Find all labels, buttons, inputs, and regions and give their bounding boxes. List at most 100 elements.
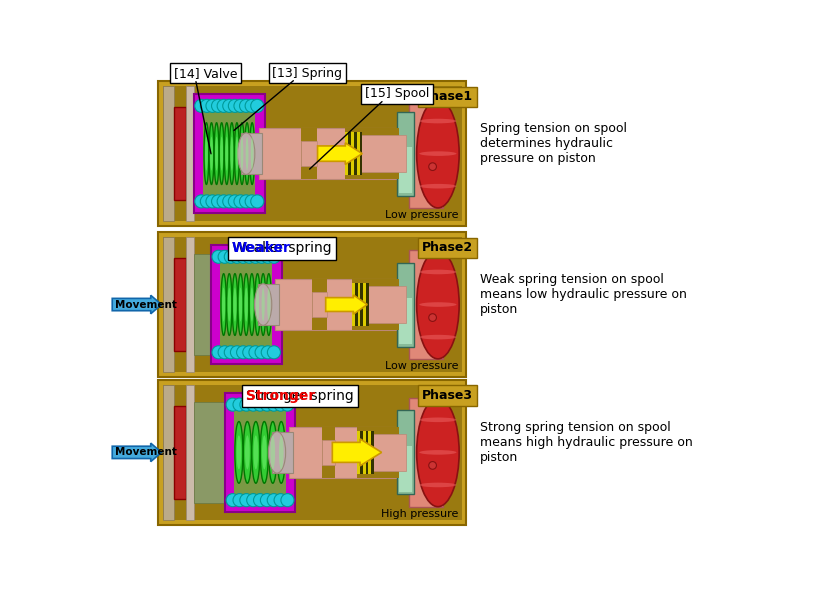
Bar bbox=[345, 128, 399, 179]
Bar bbox=[186, 385, 194, 520]
Ellipse shape bbox=[261, 274, 266, 335]
Text: Phase2: Phase2 bbox=[422, 241, 473, 254]
Bar bbox=[289, 427, 399, 478]
FancyArrow shape bbox=[333, 439, 381, 466]
Bar bbox=[352, 283, 354, 326]
Ellipse shape bbox=[220, 123, 224, 184]
Circle shape bbox=[255, 346, 268, 359]
Ellipse shape bbox=[419, 119, 457, 124]
Text: [13] Spring: [13] Spring bbox=[272, 67, 343, 80]
Circle shape bbox=[429, 314, 437, 322]
Bar bbox=[313, 279, 327, 330]
Circle shape bbox=[246, 398, 260, 411]
Bar bbox=[194, 402, 230, 503]
Ellipse shape bbox=[238, 133, 255, 175]
Ellipse shape bbox=[220, 137, 223, 170]
Bar bbox=[409, 398, 443, 506]
Circle shape bbox=[267, 346, 281, 359]
Bar bbox=[163, 385, 173, 520]
Text: Low pressure: Low pressure bbox=[385, 210, 458, 220]
Ellipse shape bbox=[255, 284, 272, 325]
Ellipse shape bbox=[416, 100, 459, 208]
Circle shape bbox=[206, 100, 219, 112]
Ellipse shape bbox=[221, 274, 226, 335]
Bar bbox=[220, 254, 272, 355]
Circle shape bbox=[255, 250, 268, 263]
FancyArrow shape bbox=[326, 295, 367, 314]
Circle shape bbox=[254, 398, 266, 411]
Ellipse shape bbox=[204, 123, 209, 184]
Ellipse shape bbox=[419, 482, 457, 487]
Text: Weaker spring: Weaker spring bbox=[232, 241, 332, 256]
Ellipse shape bbox=[262, 436, 266, 469]
Bar bbox=[369, 431, 371, 474]
Circle shape bbox=[261, 346, 274, 359]
Circle shape bbox=[236, 250, 250, 263]
Bar bbox=[194, 254, 223, 355]
Ellipse shape bbox=[266, 274, 272, 335]
Text: Phase1: Phase1 bbox=[422, 91, 473, 103]
Bar bbox=[400, 446, 411, 492]
Bar bbox=[163, 237, 462, 372]
Ellipse shape bbox=[215, 123, 219, 184]
Ellipse shape bbox=[251, 287, 253, 322]
Circle shape bbox=[261, 250, 274, 263]
Circle shape bbox=[218, 250, 231, 263]
Bar bbox=[211, 245, 282, 364]
Circle shape bbox=[217, 100, 230, 112]
Bar bbox=[400, 147, 411, 193]
Ellipse shape bbox=[225, 137, 228, 170]
Circle shape bbox=[246, 195, 258, 208]
FancyArrow shape bbox=[112, 443, 162, 461]
Circle shape bbox=[249, 346, 262, 359]
Bar bbox=[173, 258, 186, 351]
Circle shape bbox=[226, 398, 239, 411]
Circle shape bbox=[212, 346, 225, 359]
Bar bbox=[360, 283, 363, 326]
Bar bbox=[351, 132, 354, 175]
Ellipse shape bbox=[268, 431, 286, 473]
Circle shape bbox=[211, 195, 225, 208]
Ellipse shape bbox=[235, 123, 240, 184]
Text: Stronger: Stronger bbox=[246, 389, 315, 403]
Text: Weaker: Weaker bbox=[232, 241, 291, 256]
Circle shape bbox=[261, 398, 273, 411]
Bar bbox=[301, 142, 318, 166]
Bar bbox=[352, 279, 399, 330]
Ellipse shape bbox=[230, 137, 233, 170]
Circle shape bbox=[240, 398, 253, 411]
Ellipse shape bbox=[245, 287, 248, 322]
Circle shape bbox=[251, 100, 264, 112]
Ellipse shape bbox=[240, 123, 245, 184]
Circle shape bbox=[200, 195, 214, 208]
Bar bbox=[409, 100, 443, 208]
Bar bbox=[409, 250, 443, 359]
Circle shape bbox=[281, 398, 294, 411]
Bar bbox=[241, 133, 262, 175]
Ellipse shape bbox=[250, 123, 255, 184]
Circle shape bbox=[246, 494, 260, 506]
Circle shape bbox=[274, 494, 287, 506]
Circle shape bbox=[251, 195, 264, 208]
Ellipse shape bbox=[416, 398, 459, 506]
Bar bbox=[276, 279, 399, 330]
Bar bbox=[258, 284, 279, 325]
Text: Strong spring tension on spool
means high hydraulic pressure on
piston: Strong spring tension on spool means hig… bbox=[480, 421, 693, 464]
Ellipse shape bbox=[419, 302, 457, 307]
Ellipse shape bbox=[241, 137, 243, 170]
Text: Spring tension on spool
determines hydraulic
pressure on piston: Spring tension on spool determines hydra… bbox=[480, 122, 628, 165]
Bar bbox=[397, 410, 414, 494]
Ellipse shape bbox=[269, 422, 277, 483]
Circle shape bbox=[223, 100, 235, 112]
Circle shape bbox=[267, 250, 281, 263]
Bar bbox=[163, 385, 462, 520]
Circle shape bbox=[226, 494, 239, 506]
Ellipse shape bbox=[251, 137, 254, 170]
Circle shape bbox=[267, 494, 280, 506]
Bar bbox=[357, 132, 360, 175]
Ellipse shape bbox=[228, 287, 230, 322]
Ellipse shape bbox=[277, 422, 285, 483]
Bar bbox=[363, 283, 366, 326]
Bar bbox=[163, 86, 462, 221]
Bar bbox=[397, 112, 414, 196]
